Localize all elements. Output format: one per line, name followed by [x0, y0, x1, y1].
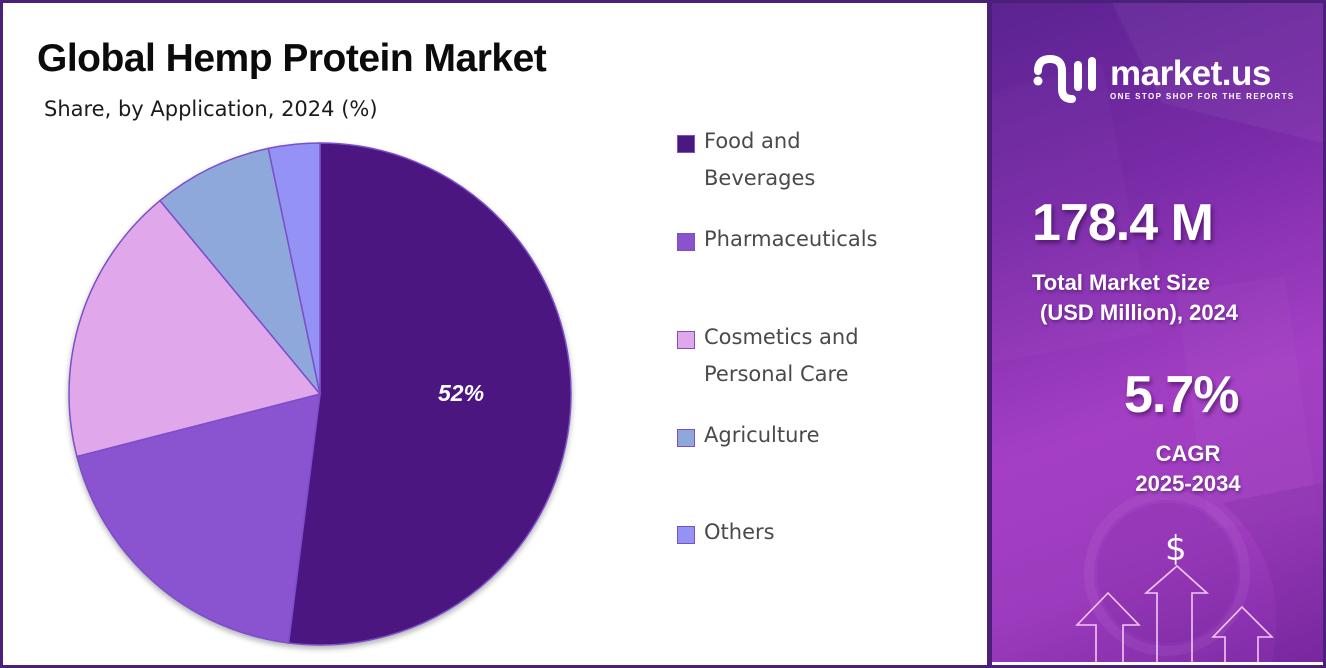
legend-swatch: [677, 331, 695, 349]
market-size-label-line1: Total Market Size: [1032, 270, 1211, 295]
legend-swatch: [677, 233, 695, 251]
legend-label: Others: [704, 520, 775, 544]
legend-item-food-and-beverages[interactable]: Food and Beverages: [677, 129, 944, 197]
legend-item-others[interactable]: Others: [677, 520, 944, 551]
market-us-logo: market.us ONE STOP SHOP FOR THE REPORTS: [1032, 53, 1295, 105]
cagr-label-line2: 2025-2034: [1135, 471, 1241, 496]
legend-item-agriculture[interactable]: Agriculture: [677, 423, 944, 454]
summary-panel: market.us ONE STOP SHOP FOR THE REPORTS …: [992, 3, 1323, 662]
cagr-label-line1: CAGR: [1155, 441, 1221, 466]
market-size-value: 178.4 M: [1032, 194, 1214, 252]
dollar-icon: $: [1165, 529, 1187, 569]
legend-swatch: [677, 429, 695, 447]
legend-label: Pharmaceuticals: [704, 227, 878, 251]
market-size-label: Total Market Size (USD Million), 2024: [1032, 268, 1322, 328]
legend-label: Cosmetics and: [704, 325, 859, 349]
pie-slice-agriculture[interactable]: [158, 147, 321, 395]
pie-chart: [68, 142, 572, 646]
chart-legend: Food and Beverages Pharmaceuticals Cosme…: [677, 0, 977, 660]
cagr-label: CAGR 2025-2034: [1088, 439, 1288, 499]
market-size-label-line2: (USD Million), 2024: [1040, 300, 1239, 325]
cagr-value: 5.7%: [1124, 366, 1240, 424]
legend-label: Beverages: [704, 166, 816, 190]
pie-slice-cosmetics-and-personal-care[interactable]: [68, 199, 322, 458]
legend-item-pharmaceuticals[interactable]: Pharmaceuticals: [677, 227, 944, 258]
brand-tagline: ONE STOP SHOP FOR THE REPORTS: [1110, 91, 1295, 101]
growth-arrows-icon: [1075, 564, 1274, 662]
legend-label: Personal Care: [704, 362, 849, 386]
legend-item-cosmetics-and-personal-care[interactable]: Cosmetics and Personal Care: [677, 325, 944, 393]
pie-slice-pharmaceuticals[interactable]: [75, 392, 321, 644]
pie-data-label-food-and-beverages: 52%: [438, 380, 485, 406]
pie-slice-others[interactable]: [267, 142, 321, 395]
chart-subtitle: Share, by Application, 2024 (%): [44, 97, 378, 121]
legend-label: Agriculture: [704, 423, 820, 447]
background-decoration: [1084, 3, 1323, 662]
chart-title: Global Hemp Protein Market: [37, 37, 547, 80]
market-us-logo-icon: [1033, 54, 1096, 103]
brand-name: market.us: [1110, 53, 1271, 93]
legend-swatch: [677, 135, 695, 153]
legend-label: Food and: [704, 129, 801, 153]
panel-divider: [987, 0, 992, 668]
pie-slice-food-and-beverages[interactable]: [287, 142, 572, 646]
legend-swatch: [677, 526, 695, 544]
